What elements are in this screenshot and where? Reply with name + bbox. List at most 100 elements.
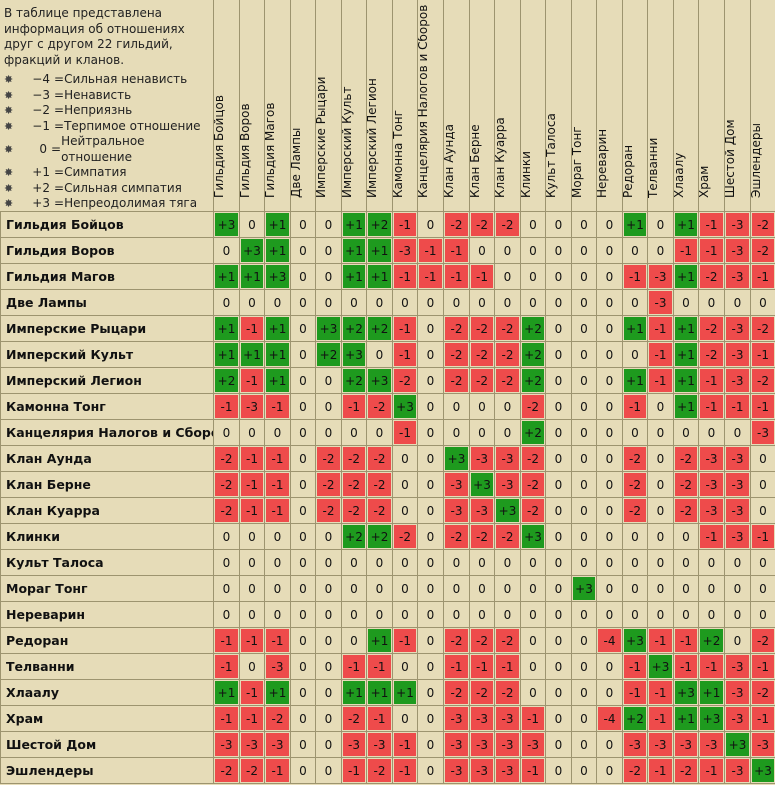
relation-cell: 0 [471,577,493,600]
relation-cell: 0 [419,577,442,600]
relation-cell: -1 [752,707,774,730]
relation-cell: -2 [343,707,365,730]
row-header: Шестой Дом [6,736,97,752]
relation-cell: 0 [292,447,314,470]
relation-cell: 0 [215,551,238,574]
grid-line [0,731,775,732]
grid-line [0,653,775,654]
relation-cell: 0 [598,265,621,288]
relation-cell: 0 [419,369,442,392]
relation-cell: +2 [215,369,238,392]
relation-cell: 0 [292,213,314,236]
relation-cell: 0 [522,213,544,236]
relation-cell: -2 [471,629,493,652]
relation-cell: -1 [215,655,238,678]
legend-code: +3 [32,196,50,210]
column-header: Клинки [519,0,545,211]
relation-cell: -1 [266,629,289,652]
relation-cell: 0 [700,603,723,626]
relation-cell: 0 [445,291,468,314]
relation-cell: -3 [726,265,749,288]
relation-cell: 0 [547,681,570,704]
column-header: Храм [697,0,724,211]
relation-cell: -1 [675,239,697,262]
relation-cell: +1 [624,369,646,392]
relation-cell: -1 [624,265,646,288]
relation-cell: 0 [522,681,544,704]
relation-cell: 0 [598,681,621,704]
relation-cell: 0 [419,499,442,522]
relation-cell: -2 [215,499,238,522]
relation-cell: -2 [522,499,544,522]
relation-cell: +3 [752,759,774,782]
grid-line [0,367,775,368]
relation-cell: 0 [547,655,570,678]
grid-line [0,445,775,446]
relation-cell: 0 [522,239,544,262]
relation-cell: -1 [445,655,468,678]
relation-cell: +1 [368,265,391,288]
relation-cell: 0 [266,525,289,548]
row-header: Клан Аунда [6,450,92,466]
relation-cell: +3 [343,343,365,366]
relation-cell: 0 [215,577,238,600]
relation-cell: 0 [522,655,544,678]
relation-cell: 0 [573,421,595,444]
relation-cell: -3 [726,759,749,782]
relation-cell: 0 [292,291,314,314]
legend-label: Терпимое отношение [64,118,201,133]
relation-cell: 0 [292,343,314,366]
relation-cell: -3 [726,499,749,522]
relation-cell: +3 [471,473,493,496]
relation-cell: -2 [445,525,468,548]
relation-cell: 0 [292,707,314,730]
relation-cell: 0 [700,291,723,314]
relation-cell: 0 [215,421,238,444]
relation-cell: 0 [419,317,442,340]
relation-cell: 0 [471,603,493,626]
grid-line [239,0,240,783]
row-header: Канцелярия Налогов и Сборов [6,424,213,440]
relation-cell: -2 [675,447,697,470]
relation-cell: -1 [700,759,723,782]
relation-cell: 0 [598,213,621,236]
relation-cell: 0 [496,239,519,262]
relation-cell: -3 [471,759,493,782]
relation-cell: -1 [343,395,365,418]
relation-cell: 0 [573,213,595,236]
legend-code: −3 [32,87,50,102]
relation-cell: 0 [496,577,519,600]
row-header: Нереварин [6,606,86,622]
relation-cell: -1 [649,759,672,782]
relation-cell: -1 [241,499,263,522]
relation-cell: 0 [419,213,442,236]
relation-cell: 0 [292,369,314,392]
relation-cell: -2 [675,759,697,782]
relation-cell: 0 [419,707,442,730]
relation-cell: +3 [266,265,289,288]
relation-cell: 0 [522,603,544,626]
relation-cell: -1 [649,317,672,340]
legend-label: Ненависть [64,87,132,102]
relation-cell: 0 [292,655,314,678]
relation-cell: -2 [624,473,646,496]
relation-cell: 0 [547,733,570,756]
relation-cell: 0 [726,291,749,314]
relation-cell: -3 [649,291,672,314]
relation-cell: -3 [445,733,468,756]
relation-cell: 0 [419,473,442,496]
relation-cell: -2 [343,447,365,470]
bullet-icon: ✸ [4,104,14,117]
relation-cell: -3 [445,707,468,730]
relation-cell: -2 [445,317,468,340]
relation-cell: -3 [445,759,468,782]
legend-code: −2 [32,103,50,117]
relation-cell: 0 [547,551,570,574]
legend-equals: = [51,141,62,156]
grid-line [0,705,775,706]
legend-label: Непреодолимая тяга [64,196,198,210]
relation-cell: 0 [624,525,646,548]
relation-cell: -2 [471,213,493,236]
relation-cell: 0 [394,603,416,626]
relation-cell: 0 [573,473,595,496]
